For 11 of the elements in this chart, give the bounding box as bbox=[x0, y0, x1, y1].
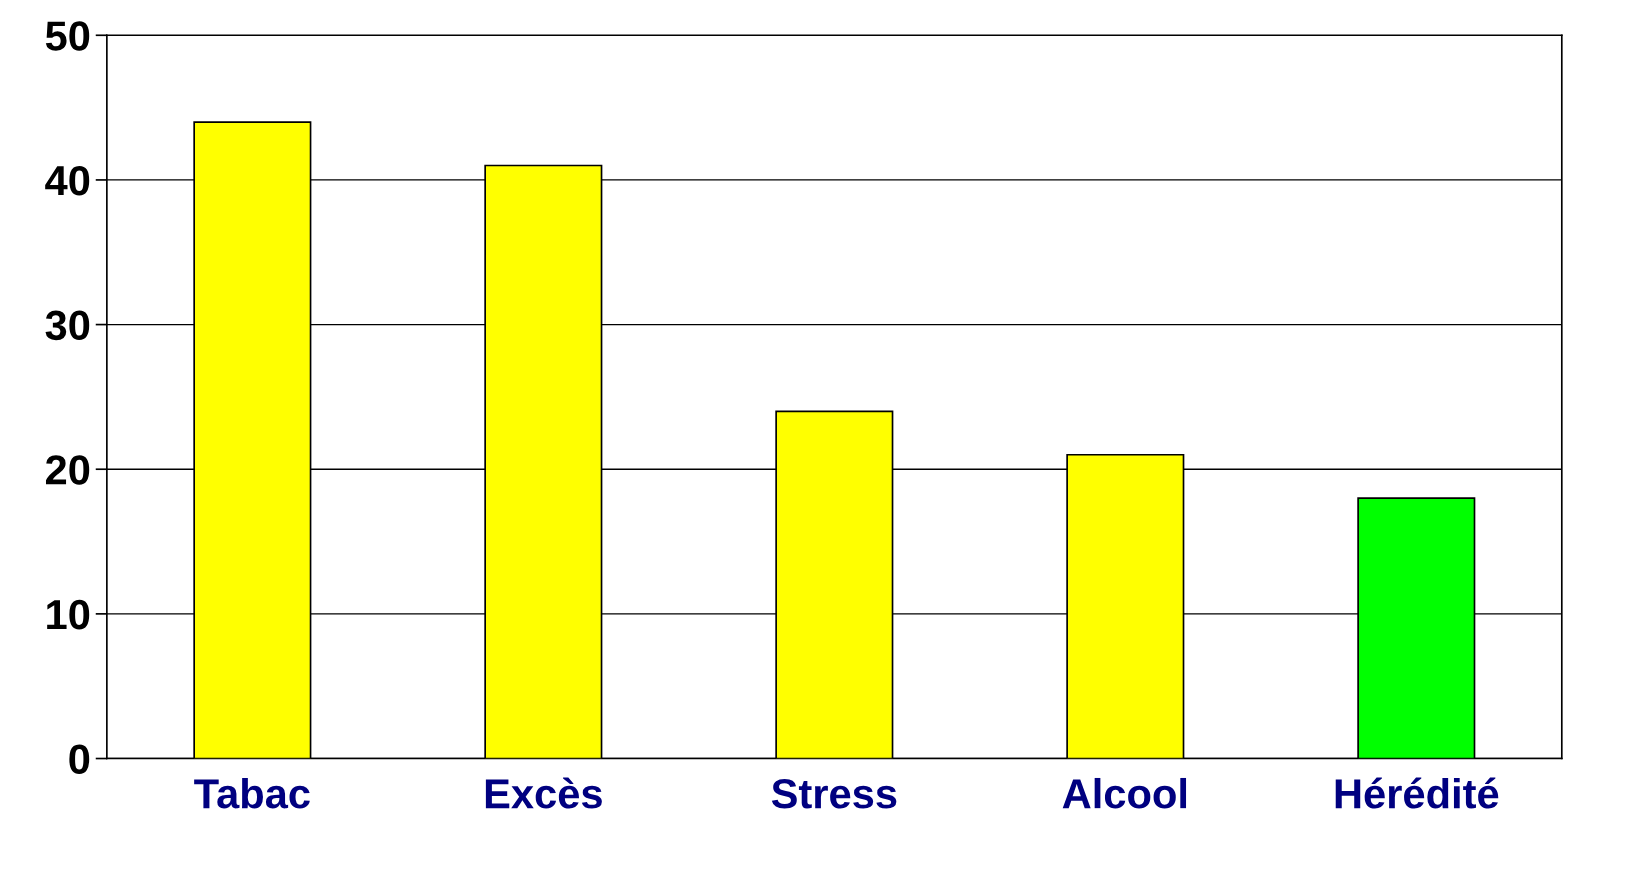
y-tick-label: 10 bbox=[47, 599, 90, 630]
y-tick-label: 0 bbox=[69, 744, 90, 775]
y-tick-label: 20 bbox=[45, 455, 90, 485]
y-tick-label: 30 bbox=[45, 310, 90, 341]
y-tick-label: 40 bbox=[45, 165, 90, 196]
x-tick-label: Stress bbox=[771, 779, 897, 809]
x-tick-label: Hérédité bbox=[1335, 777, 1499, 809]
x-tick-label: Alcool bbox=[1062, 777, 1187, 809]
x-tick-label: Tabac bbox=[194, 777, 310, 809]
x-tick-label: Excès bbox=[485, 777, 602, 809]
y-tick-label: 50 bbox=[45, 21, 90, 51]
